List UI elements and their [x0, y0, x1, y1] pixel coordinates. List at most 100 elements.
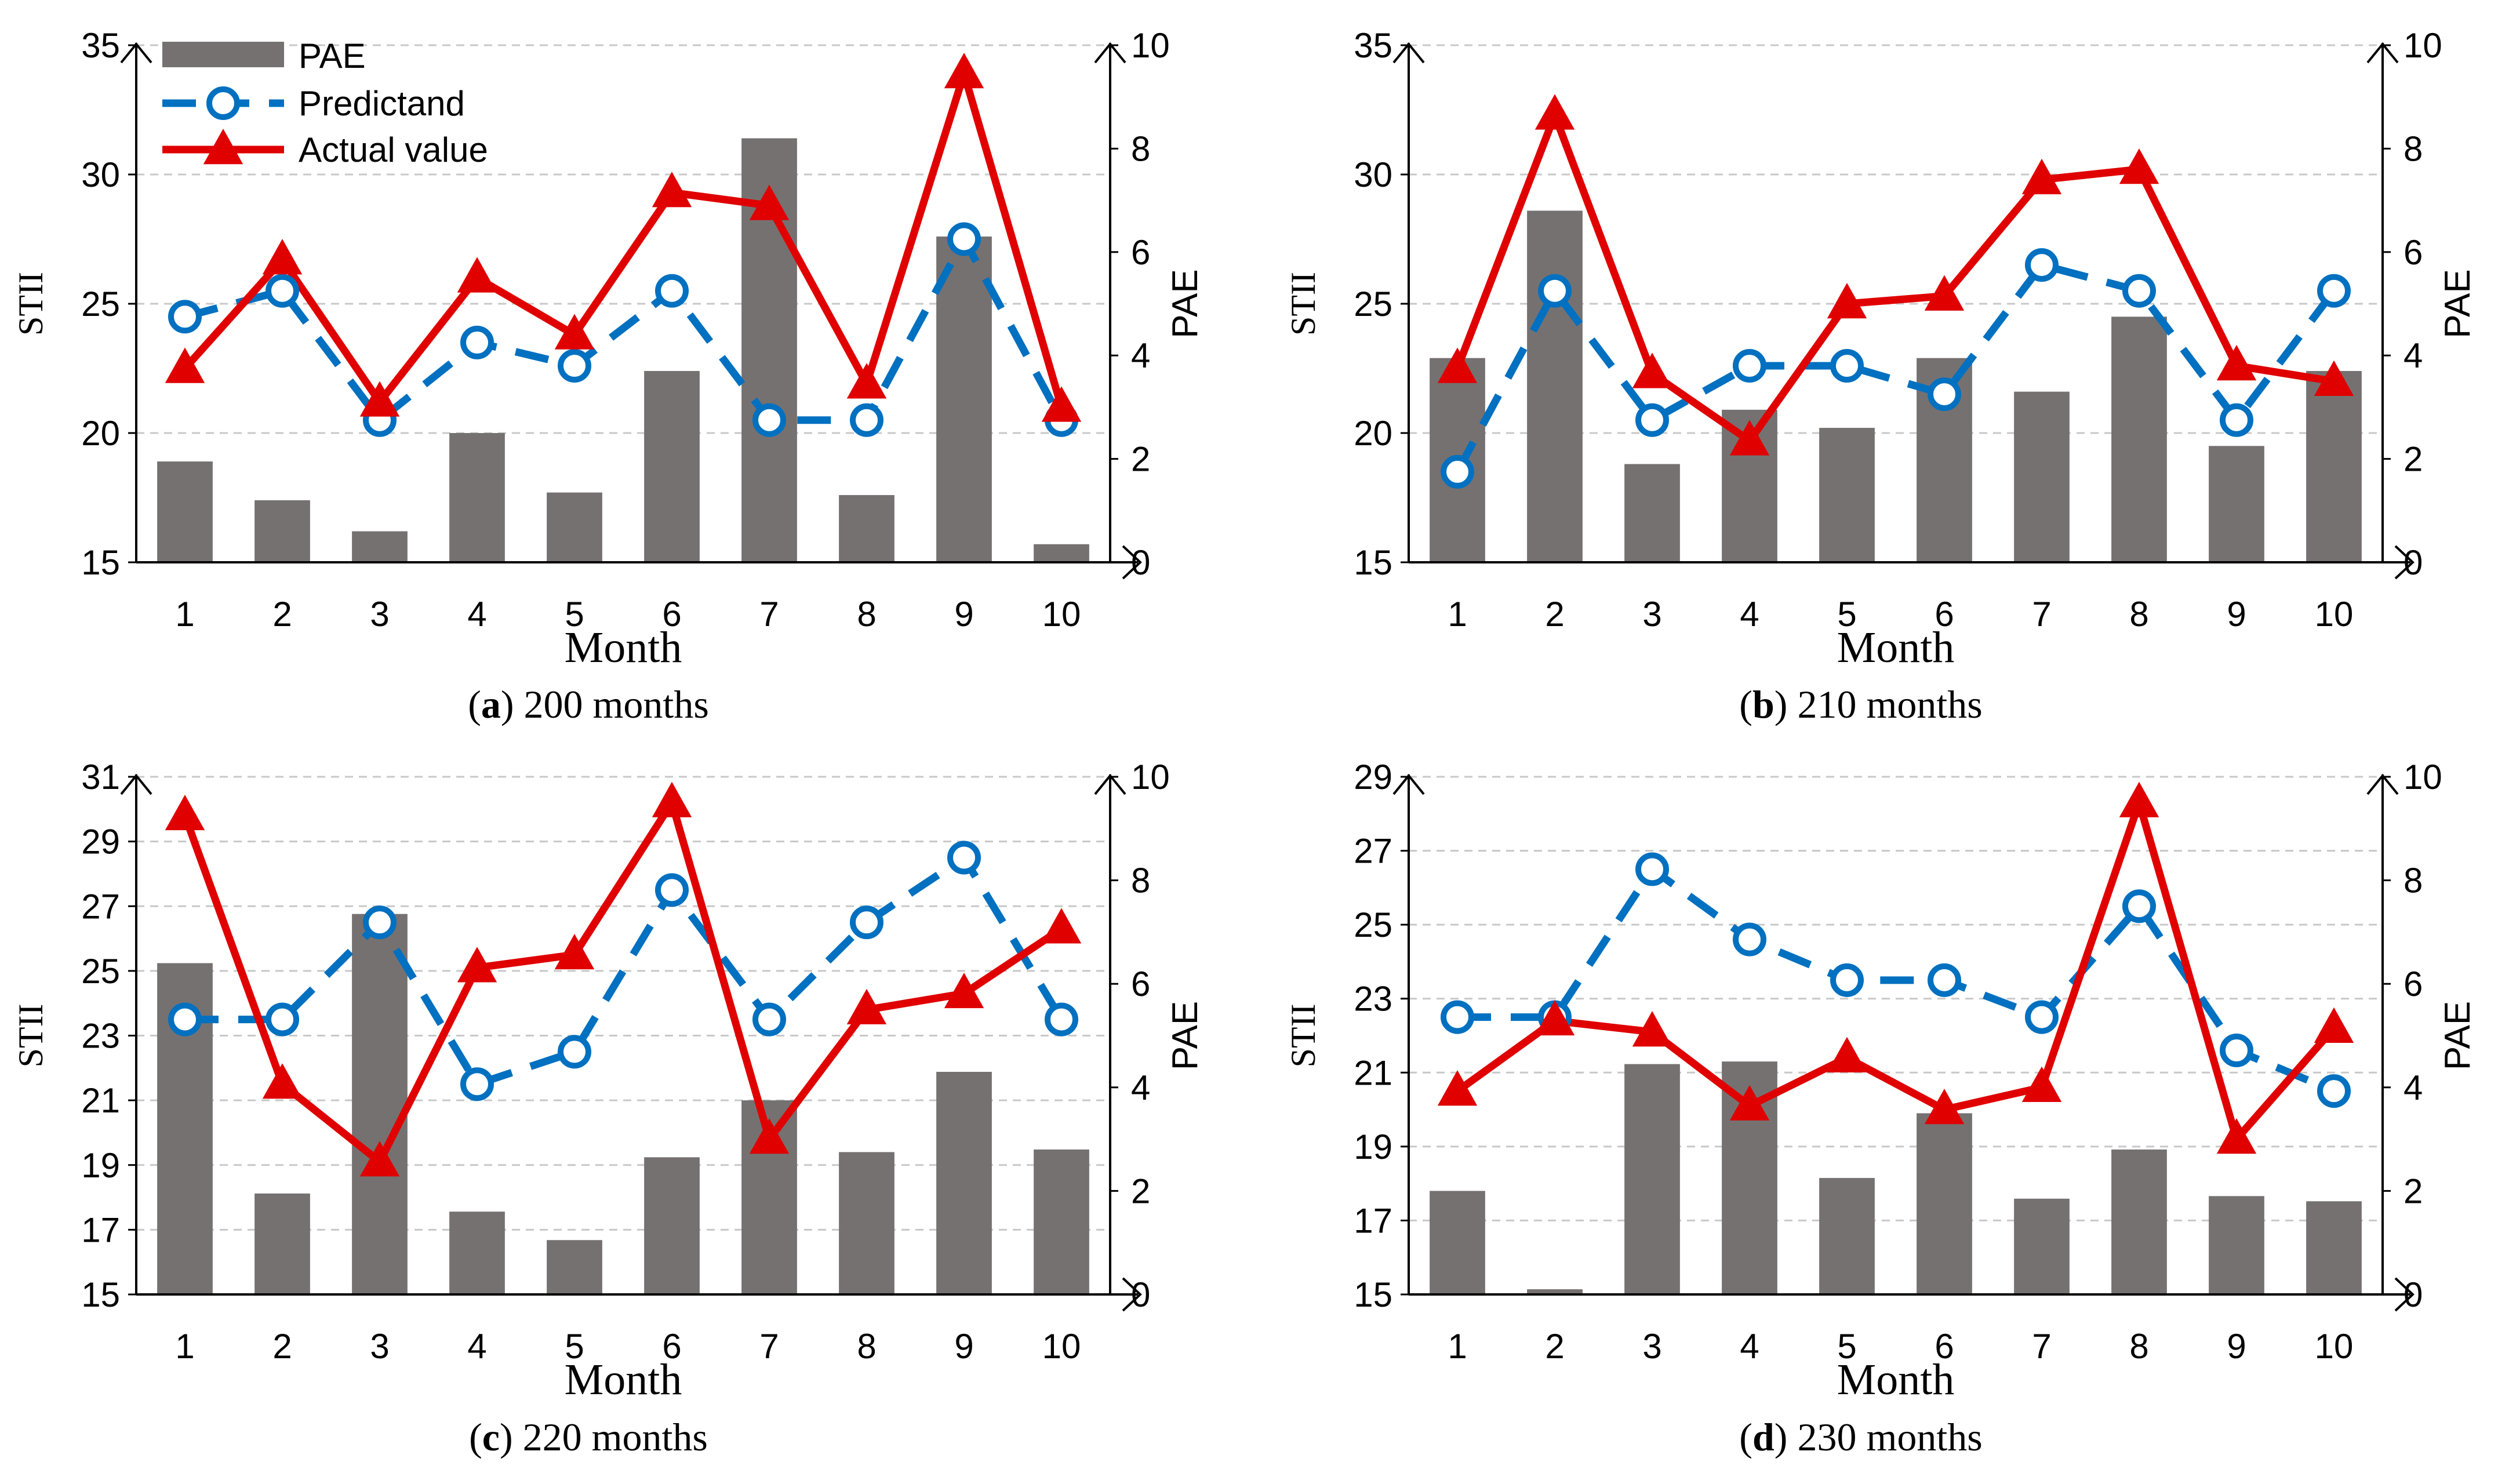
- caption-text: 220 months: [513, 1415, 708, 1459]
- pae-bar: [839, 1152, 894, 1294]
- pae-bar: [1527, 1289, 1583, 1294]
- x-tick-label: 8: [2129, 1327, 2148, 1366]
- x-tick-label: 2: [1545, 595, 1564, 634]
- left-tick-label: 21: [1354, 1053, 1392, 1092]
- actual-value-point: [554, 314, 595, 350]
- x-tick-label: 3: [1642, 1327, 1661, 1366]
- right-tick-label: 6: [2403, 965, 2423, 1003]
- left-y-axis-arrow: [1392, 773, 1425, 795]
- left-tick-label: 23: [1354, 980, 1392, 1019]
- right-tick-label: 4: [1131, 336, 1150, 375]
- x-tick-label: 2: [272, 1327, 292, 1366]
- right-y-axis-arrow: [1094, 773, 1126, 795]
- predictand-point: [752, 403, 786, 437]
- left-tick-label: 27: [81, 887, 120, 926]
- predictand-point: [1928, 963, 1961, 997]
- predictand-point: [2122, 889, 2156, 923]
- right-tick-label: 6: [2403, 233, 2423, 272]
- actual-value-point: [1827, 283, 1867, 319]
- predictand-point: [655, 274, 689, 308]
- right-tick-label: 2: [1131, 1172, 1150, 1210]
- right-tick-label: 10: [1131, 26, 1170, 65]
- right-tick-label: 0: [2403, 1275, 2423, 1314]
- x-tick-label: 7: [2032, 1327, 2051, 1366]
- panel-caption: (b) 210 months: [1739, 682, 1982, 726]
- left-tick-label: 17: [81, 1210, 120, 1249]
- right-tick-label: 4: [2403, 336, 2423, 375]
- caption-paren-open: (: [1739, 682, 1752, 726]
- actual-value-point: [1729, 420, 1770, 456]
- left-tick-label: 15: [1354, 543, 1392, 582]
- caption-letter: d: [1752, 1415, 1775, 1459]
- x-tick-label: 5: [565, 1327, 584, 1366]
- pae-bar: [1034, 1149, 1089, 1294]
- caption-text: 200 months: [514, 682, 709, 726]
- pae-bar: [352, 531, 408, 562]
- predictand-point: [2025, 248, 2059, 282]
- left-tick-label: 27: [1354, 832, 1392, 871]
- actual-value-point: [165, 794, 205, 831]
- predictand-point: [1733, 922, 1766, 956]
- actual-value-point: [262, 239, 303, 275]
- pae-bar: [839, 495, 894, 562]
- left-tick-label: 29: [1354, 758, 1392, 796]
- predictand-point: [1441, 454, 1474, 489]
- pae-bar: [1034, 544, 1089, 562]
- actual-value-point: [2119, 148, 2159, 184]
- left-tick-label: 17: [1354, 1201, 1392, 1240]
- predictand-point: [2025, 1000, 2059, 1034]
- left-tick-label: 21: [81, 1081, 120, 1120]
- left-tick-label: 35: [1354, 26, 1392, 65]
- pae-bar: [644, 1157, 700, 1294]
- x-tick-label: 1: [1448, 1327, 1467, 1366]
- caption-paren-open: (: [468, 682, 481, 726]
- x-tick-label: 3: [1642, 595, 1661, 634]
- x-tick-label: 10: [1042, 1327, 1081, 1366]
- actual-value-point: [944, 972, 984, 1009]
- x-tick-label: 9: [954, 595, 973, 634]
- actual-value-point: [2021, 1066, 2062, 1102]
- legend-predictand-marker: [206, 86, 240, 120]
- actual-value-point: [1632, 1011, 1672, 1047]
- x-tick-label: 10: [1042, 595, 1081, 634]
- predictand-point: [947, 841, 981, 875]
- actual-value-point: [846, 363, 887, 399]
- predictand-point: [655, 873, 689, 907]
- right-tick-label: 2: [2403, 1172, 2423, 1210]
- actual-value-point: [846, 988, 887, 1025]
- left-tick-label: 25: [81, 285, 120, 323]
- x-tick-label: 2: [272, 595, 292, 634]
- pae-bar: [449, 433, 505, 562]
- left-y-axis-arrow: [1392, 42, 1425, 64]
- pae-bar: [547, 492, 602, 562]
- left-tick-label: 15: [81, 543, 120, 582]
- predictand-line: [1457, 865, 2336, 1095]
- predictand-point: [266, 274, 299, 308]
- actual-value-point: [359, 1141, 400, 1177]
- left-y-axis-title: STII: [1284, 1004, 1322, 1068]
- predictand-point: [1635, 852, 1669, 886]
- x-tick-label: 7: [2032, 595, 2051, 634]
- left-tick-label: 19: [1354, 1127, 1392, 1166]
- right-y-axis-title: PAE: [1165, 1001, 1205, 1070]
- right-y-axis-title: PAE: [2438, 1001, 2478, 1070]
- actual-value-point: [2216, 1118, 2257, 1154]
- x-tick-label: 1: [1448, 595, 1467, 634]
- pae-bar: [2306, 1201, 2362, 1294]
- caption-letter: a: [481, 682, 501, 726]
- x-tick-label: 9: [2227, 1327, 2246, 1366]
- x-tick-label: 3: [370, 595, 389, 634]
- left-y-axis-title: STII: [12, 1004, 50, 1068]
- left-tick-label: 23: [81, 1017, 120, 1056]
- x-tick-label: 10: [2315, 1327, 2354, 1366]
- left-y-axis-arrow: [120, 773, 152, 795]
- actual-value-point: [359, 381, 400, 417]
- actual-value-point: [1924, 275, 1965, 311]
- pae-bar: [352, 914, 408, 1294]
- right-tick-label: 8: [1131, 861, 1150, 900]
- actual-value-line: [1453, 111, 2335, 445]
- predictand-point: [558, 349, 591, 383]
- x-tick-label: 7: [759, 595, 779, 634]
- predictand-point: [168, 300, 202, 334]
